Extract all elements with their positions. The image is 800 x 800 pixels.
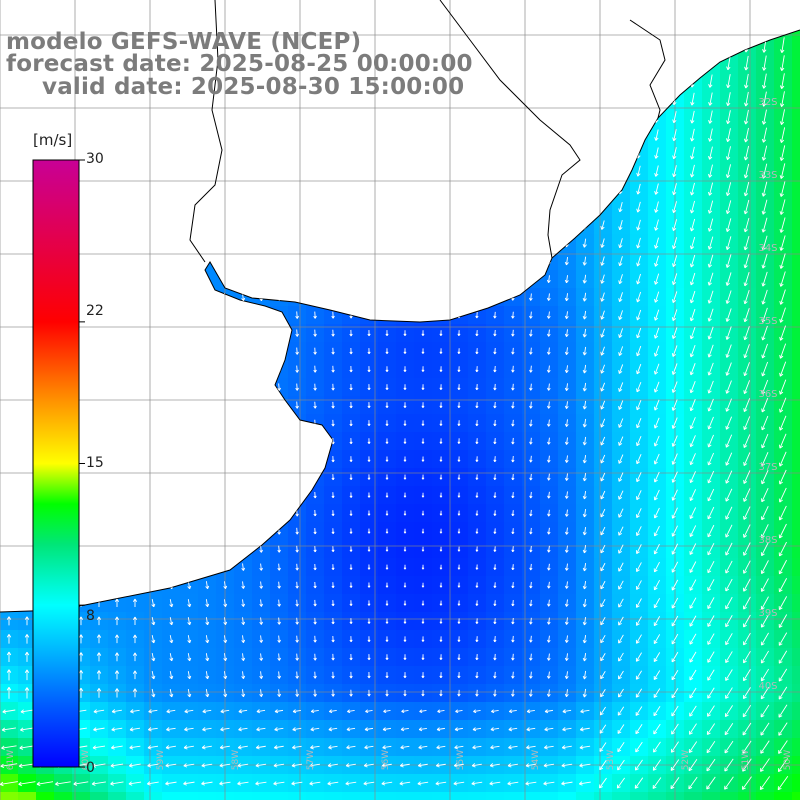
colorbar-tick-label: 30 — [86, 151, 104, 167]
colorbar-gradient — [32, 159, 80, 768]
colorbar-unit-label: [m/s] — [33, 131, 73, 149]
latitude-label: 38S — [758, 535, 777, 546]
longitude-label: 60W — [81, 750, 91, 770]
longitude-label: 59W — [156, 750, 166, 770]
colorbar-tick-label: 15 — [86, 455, 104, 471]
longitude-label: 55W — [456, 750, 466, 770]
longitude-label: 56W — [381, 750, 391, 770]
colorbar-tick-label: 8 — [86, 608, 95, 624]
title-forecast-date: forecast date: 2025-08-25 00:00:00 — [6, 51, 473, 77]
title-valid-date: valid date: 2025-08-30 15:00:00 — [42, 74, 465, 100]
latitude-labels: 32S 33S 34S 35S 36S 37S 38S 39S 40S — [758, 97, 777, 692]
latitude-label: 37S — [758, 462, 777, 473]
longitude-label: 54W — [531, 750, 541, 770]
longitude-label: 61W — [6, 750, 16, 770]
longitude-label: 58W — [231, 750, 241, 770]
title-model: modelo GEFS-WAVE (NCEP) — [6, 29, 362, 55]
colorbar-tick-label: 22 — [86, 303, 104, 319]
longitude-labels: 61W 60W 59W 58W 57W 56W 55W 54W 53W 52W 51W 50W — [6, 750, 793, 770]
latitude-label: 40S — [758, 681, 777, 692]
longitude-label: 53W — [606, 750, 616, 770]
latitude-label: 39S — [758, 608, 777, 619]
latitude-label: 36S — [758, 389, 777, 400]
latitude-label: 32S — [758, 97, 777, 108]
longitude-label: 50W — [783, 750, 793, 770]
latitude-label: 34S — [758, 243, 777, 254]
colorbar — [32, 159, 85, 768]
colorbar-tick-label: 0 — [86, 760, 95, 776]
longitude-label: 51W — [741, 750, 751, 770]
latitude-label: 33S — [758, 170, 777, 181]
coastline — [0, 0, 800, 613]
longitude-label: 57W — [306, 750, 316, 770]
latitude-label: 35S — [758, 316, 777, 327]
longitude-label: 52W — [681, 750, 691, 770]
